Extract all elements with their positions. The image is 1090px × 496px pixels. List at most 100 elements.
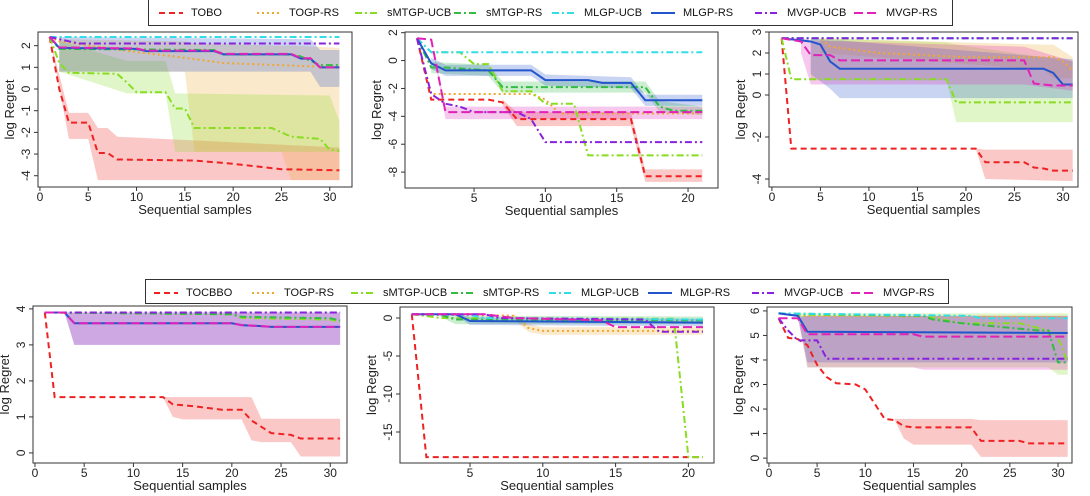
- band-MLGP-RS: [64, 312, 341, 345]
- legend-item-MLGP-RS: MLGP-RS: [648, 280, 730, 305]
- y-tick-label: 0: [748, 454, 762, 461]
- series-line-MVGP-RS: [44, 311, 341, 328]
- x-axis-label: Sequential samples: [133, 478, 247, 493]
- panel-5: 5 10 15 20 -15 -10 -5 0 Sequential samples log Re…: [364, 306, 715, 493]
- band-TOGP-RS: [59, 39, 340, 181]
- x-axis-label: Sequential samples: [867, 202, 981, 217]
- y-tick-label: 4: [14, 305, 28, 312]
- legend-swatch: [752, 291, 776, 294]
- legend-item-TOGP-RS: TOGP-RS: [257, 0, 339, 25]
- series-line-MVGP-UCB: [416, 38, 703, 144]
- y-axis-label: log Regret: [369, 80, 384, 140]
- x-axis-label: Sequential samples: [505, 203, 619, 218]
- y-axis-label: log Regret: [364, 355, 379, 415]
- legend-item-sMTGP-UCB: sMTGP-UCB: [351, 280, 447, 305]
- y-tick-label: 1: [14, 413, 28, 420]
- y-tick-label: -2: [19, 127, 33, 138]
- y-tick-label: 2: [14, 377, 28, 384]
- x-tick-label: 25: [1003, 466, 1017, 480]
- series-line-MVGP-RS: [48, 36, 340, 69]
- legend-swatch: [355, 11, 379, 14]
- plot-frame: [404, 31, 719, 189]
- legend-label: MLGP-UCB: [584, 6, 643, 19]
- series-line-sMTGP-RS: [411, 313, 703, 322]
- series-line-MLGP-UCB: [778, 312, 1068, 320]
- plot-frame: [399, 306, 715, 464]
- band-MVGP-RS: [797, 315, 1068, 370]
- y-tick-label: -8: [386, 166, 400, 177]
- legend-swatch: [755, 11, 779, 14]
- x-tick-label: 5: [817, 190, 824, 204]
- y-tick-label: 0: [381, 314, 395, 321]
- y-tick-label: 0: [386, 57, 400, 64]
- series-line-MVGP-RS: [416, 37, 703, 114]
- legend-label: sMTGP-UCB: [383, 286, 448, 299]
- legend-swatch: [252, 291, 276, 294]
- y-tick-label: 0: [14, 449, 28, 456]
- legend-swatch: [549, 291, 573, 294]
- legend-label: sMTGP-RS: [483, 286, 540, 299]
- x-tick-label: 25: [1008, 190, 1022, 204]
- legend-swatch: [854, 11, 878, 14]
- x-tick-label: 15: [178, 190, 192, 204]
- x-tick-label: 20: [681, 191, 695, 205]
- y-tick-label: 6: [748, 307, 762, 314]
- y-tick-label: 2: [750, 49, 764, 56]
- legend-swatch: [648, 291, 672, 294]
- y-tick-label: -15: [381, 423, 395, 441]
- series-line-TOBO: [48, 36, 340, 172]
- y-axis-label: log Regret: [731, 355, 746, 415]
- legend-item-MVGP-UCB: MVGP-UCB: [752, 280, 843, 305]
- y-tick-label: 3: [750, 28, 764, 35]
- x-tick-label: 25: [274, 466, 288, 480]
- series-line-TOCBBO: [43, 312, 341, 440]
- legend-swatch: [257, 11, 281, 14]
- y-tick-label: 2: [748, 405, 762, 412]
- panel-1: 0 5 10 15 20 25 30 -4 -3 -2 -1 0 1 2 Sequential sample…: [2, 31, 353, 217]
- legend-label: sMTGP-UCB: [387, 6, 452, 19]
- y-tick-label: -4: [386, 111, 400, 122]
- series-line-MVGP-RS: [411, 313, 703, 329]
- y-axis-label: log Regret: [0, 354, 12, 414]
- panel-3: 0 5 10 15 20 25 30 -4 -2 0 1 2 3 Sequential samples lo…: [733, 28, 1079, 217]
- x-tick-label: 20: [682, 466, 696, 480]
- x-tick-label: 10: [859, 466, 873, 480]
- legend-item-MLGP-UCB: MLGP-UCB: [552, 0, 642, 25]
- x-tick-label: 10: [536, 466, 550, 480]
- series-line-MLGP-UCB: [416, 37, 703, 54]
- legend-bottom: TOCBBO TOGP-RS sMTGP-UCB sMTGP-RS MLGP-UCB ML…: [145, 279, 949, 304]
- legend-swatch: [454, 11, 478, 14]
- series-line-sMTGP-RS: [778, 312, 1068, 364]
- legend-label: TOGP-RS: [284, 286, 334, 299]
- panel-6: 0 5 10 15 20 25 30 0 1 2 3 4 5 6 Sequential samples log…: [731, 306, 1073, 493]
- x-tick-label: 0: [32, 466, 39, 480]
- y-tick-label: 5: [748, 332, 762, 339]
- series-line-sMTGP-RS: [416, 37, 703, 112]
- y-tick-label: 3: [14, 341, 28, 348]
- band-TOCBBO: [894, 418, 1068, 457]
- legend-label: sMTGP-RS: [486, 6, 543, 19]
- band-sMTGP-UCB: [59, 41, 340, 152]
- series-line-MVGP-RS: [781, 37, 1073, 87]
- x-tick-label: 30: [323, 190, 337, 204]
- y-tick-label: 3: [748, 381, 762, 388]
- legend-item-MVGP-UCB: MVGP-UCB: [755, 0, 846, 25]
- y-tick-label: 0: [19, 85, 33, 92]
- series-line-sMTGP-UCB: [416, 37, 703, 157]
- legend-item-MVGP-RS: MVGP-RS: [851, 280, 934, 305]
- series-line-sMTGP-UCB: [411, 313, 703, 459]
- y-tick-label: -10: [381, 385, 395, 403]
- legend-swatch: [451, 291, 475, 294]
- band-TOCBBO: [162, 397, 341, 457]
- y-tick-label: -1: [19, 105, 33, 116]
- x-tick-label: 20: [955, 466, 969, 480]
- x-tick-label: 30: [1051, 466, 1065, 480]
- band-TOBO: [49, 36, 340, 181]
- y-tick-label: 2: [19, 42, 33, 49]
- x-tick-label: 15: [911, 190, 925, 204]
- x-tick-label: 5: [85, 190, 92, 204]
- x-axis-label: Sequential samples: [138, 202, 252, 217]
- legend-label: MVGP-UCB: [787, 6, 847, 19]
- plot-frame: [37, 31, 353, 188]
